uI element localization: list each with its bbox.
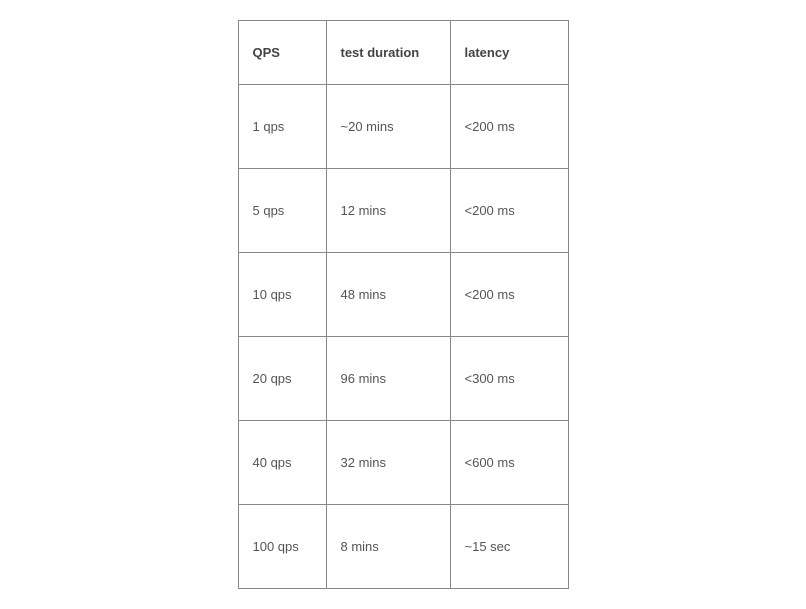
cell-test-duration: 48 mins <box>326 253 450 337</box>
cell-qps: 100 qps <box>238 505 326 589</box>
qps-latency-table-wrap: QPS test duration latency 1 qps ~20 mins… <box>238 20 569 589</box>
cell-latency: <200 ms <box>450 169 568 253</box>
cell-latency: <600 ms <box>450 421 568 505</box>
cell-qps: 1 qps <box>238 85 326 169</box>
col-header-latency: latency <box>450 21 568 85</box>
cell-latency: <200 ms <box>450 253 568 337</box>
cell-latency: <300 ms <box>450 337 568 421</box>
cell-test-duration: 32 mins <box>326 421 450 505</box>
cell-test-duration: 96 mins <box>326 337 450 421</box>
cell-latency: ~15 sec <box>450 505 568 589</box>
cell-qps: 5 qps <box>238 169 326 253</box>
cell-qps: 40 qps <box>238 421 326 505</box>
col-header-test-duration: test duration <box>326 21 450 85</box>
cell-latency: <200 ms <box>450 85 568 169</box>
cell-test-duration: 8 mins <box>326 505 450 589</box>
table-row: 10 qps 48 mins <200 ms <box>238 253 568 337</box>
table-row: 1 qps ~20 mins <200 ms <box>238 85 568 169</box>
table-header-row: QPS test duration latency <box>238 21 568 85</box>
table-row: 40 qps 32 mins <600 ms <box>238 421 568 505</box>
qps-latency-table: QPS test duration latency 1 qps ~20 mins… <box>238 20 569 589</box>
cell-qps: 20 qps <box>238 337 326 421</box>
cell-test-duration: 12 mins <box>326 169 450 253</box>
cell-test-duration: ~20 mins <box>326 85 450 169</box>
table-row: 5 qps 12 mins <200 ms <box>238 169 568 253</box>
col-header-qps: QPS <box>238 21 326 85</box>
cell-qps: 10 qps <box>238 253 326 337</box>
table-row: 20 qps 96 mins <300 ms <box>238 337 568 421</box>
table-row: 100 qps 8 mins ~15 sec <box>238 505 568 589</box>
